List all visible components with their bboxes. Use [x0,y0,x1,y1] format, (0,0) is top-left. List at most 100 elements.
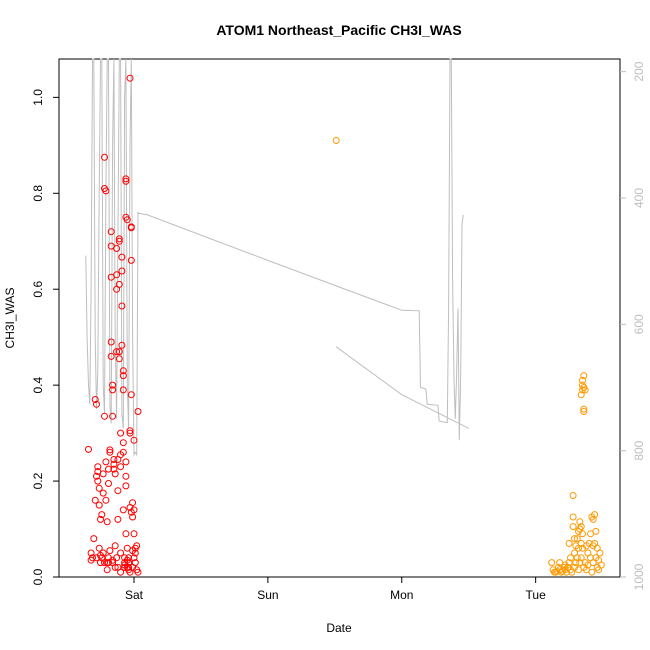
y-axis-label: CH3I_WAS [3,288,17,349]
data-point [109,412,117,420]
data-point [122,458,130,466]
data-point [130,506,138,514]
data-point [110,460,118,468]
data-point [134,568,142,576]
y2-tick-label: 600 [632,314,646,334]
data-point [580,405,588,413]
y-tick-label: 0.6 [31,281,45,298]
data-point [577,523,585,531]
data-point [576,518,584,526]
data-point [113,271,121,279]
data-point [122,177,130,185]
data-point [111,563,119,571]
y2-tick-label: 400 [632,188,646,208]
y2-tick-label: 800 [632,440,646,460]
data-point [111,542,119,550]
data-point [93,472,100,480]
data-point [94,477,102,485]
data-point [118,302,126,310]
data-point [579,530,586,538]
data-point [102,496,110,504]
data-point [115,280,123,288]
data-point [129,499,137,507]
data-point [596,549,604,557]
data-point [567,554,574,562]
data-point [119,386,127,394]
data-point [99,470,107,478]
x-axis-label: Date [326,621,352,635]
data-point [115,235,123,243]
data-point [95,484,103,492]
data-point [592,527,600,535]
data-point [101,559,108,567]
data-point [588,568,596,576]
data-point [107,338,115,346]
data-point [571,535,578,543]
y-tick-label: 0.0 [31,568,45,585]
data-point [119,448,127,456]
pressure-line [85,58,464,457]
data-point [90,535,98,543]
data-point [130,554,138,562]
data-point [118,267,126,275]
y2-axis: 200 400 600 800 1000 [620,61,646,590]
data-point [110,465,118,473]
data-point [94,463,102,471]
data-point [122,530,130,538]
data-point [115,237,123,245]
data-point [569,492,577,499]
data-point [548,559,556,567]
data-point [117,429,125,437]
data-point [569,513,577,521]
data-point [130,530,138,538]
data-point [117,568,125,576]
data-point [579,376,586,384]
data-point [105,465,112,473]
data-point [127,224,135,232]
data-point [133,542,141,550]
data-point [115,355,123,363]
data-point [102,187,110,195]
data-point [95,544,103,552]
data-point [97,515,104,523]
data-point [89,554,96,562]
data-point [125,554,133,562]
data-point [119,367,127,375]
data-point [111,470,119,478]
data-point [565,559,573,567]
data-point [99,489,107,497]
data-point [85,445,92,453]
data-point [597,561,605,569]
data-point [106,446,114,454]
data-point [580,408,588,415]
data-point [121,561,129,569]
data-point [129,513,137,521]
data-point [580,372,588,380]
x-tick-label: Tue [526,588,547,602]
data-point [127,391,135,399]
data-point [102,458,110,466]
data-point [332,137,340,144]
x-tick-label: Mon [390,588,413,602]
pressure-line-2 [335,346,469,429]
y-tick-label: 0.2 [31,472,45,489]
data-point [93,400,100,408]
data-point [101,412,108,420]
data-point [101,153,108,161]
data-point [117,549,125,557]
data-point [127,256,135,264]
x-axis: Sat Sun Mon Tue [125,576,547,602]
data-point [91,396,99,403]
pressure-line-layer [85,58,469,457]
data-point [105,559,112,567]
data-point [565,539,573,547]
data-point [126,74,134,82]
data-point [87,549,95,557]
data-point [577,391,585,399]
data-point [123,216,131,224]
data-point [103,518,111,526]
data-point [93,554,100,562]
data-point [581,386,589,394]
data-point [91,496,99,504]
data-point [126,427,134,435]
